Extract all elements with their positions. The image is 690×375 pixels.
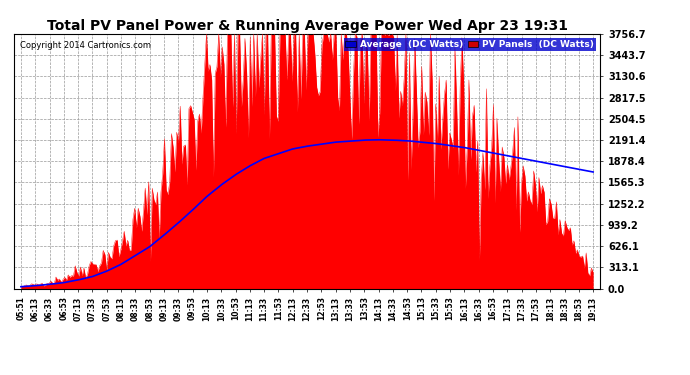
Text: Copyright 2014 Cartronics.com: Copyright 2014 Cartronics.com: [19, 41, 150, 50]
Legend: Average  (DC Watts), PV Panels  (DC Watts): Average (DC Watts), PV Panels (DC Watts): [344, 38, 595, 51]
Title: Total PV Panel Power & Running Average Power Wed Apr 23 19:31: Total PV Panel Power & Running Average P…: [46, 19, 568, 33]
